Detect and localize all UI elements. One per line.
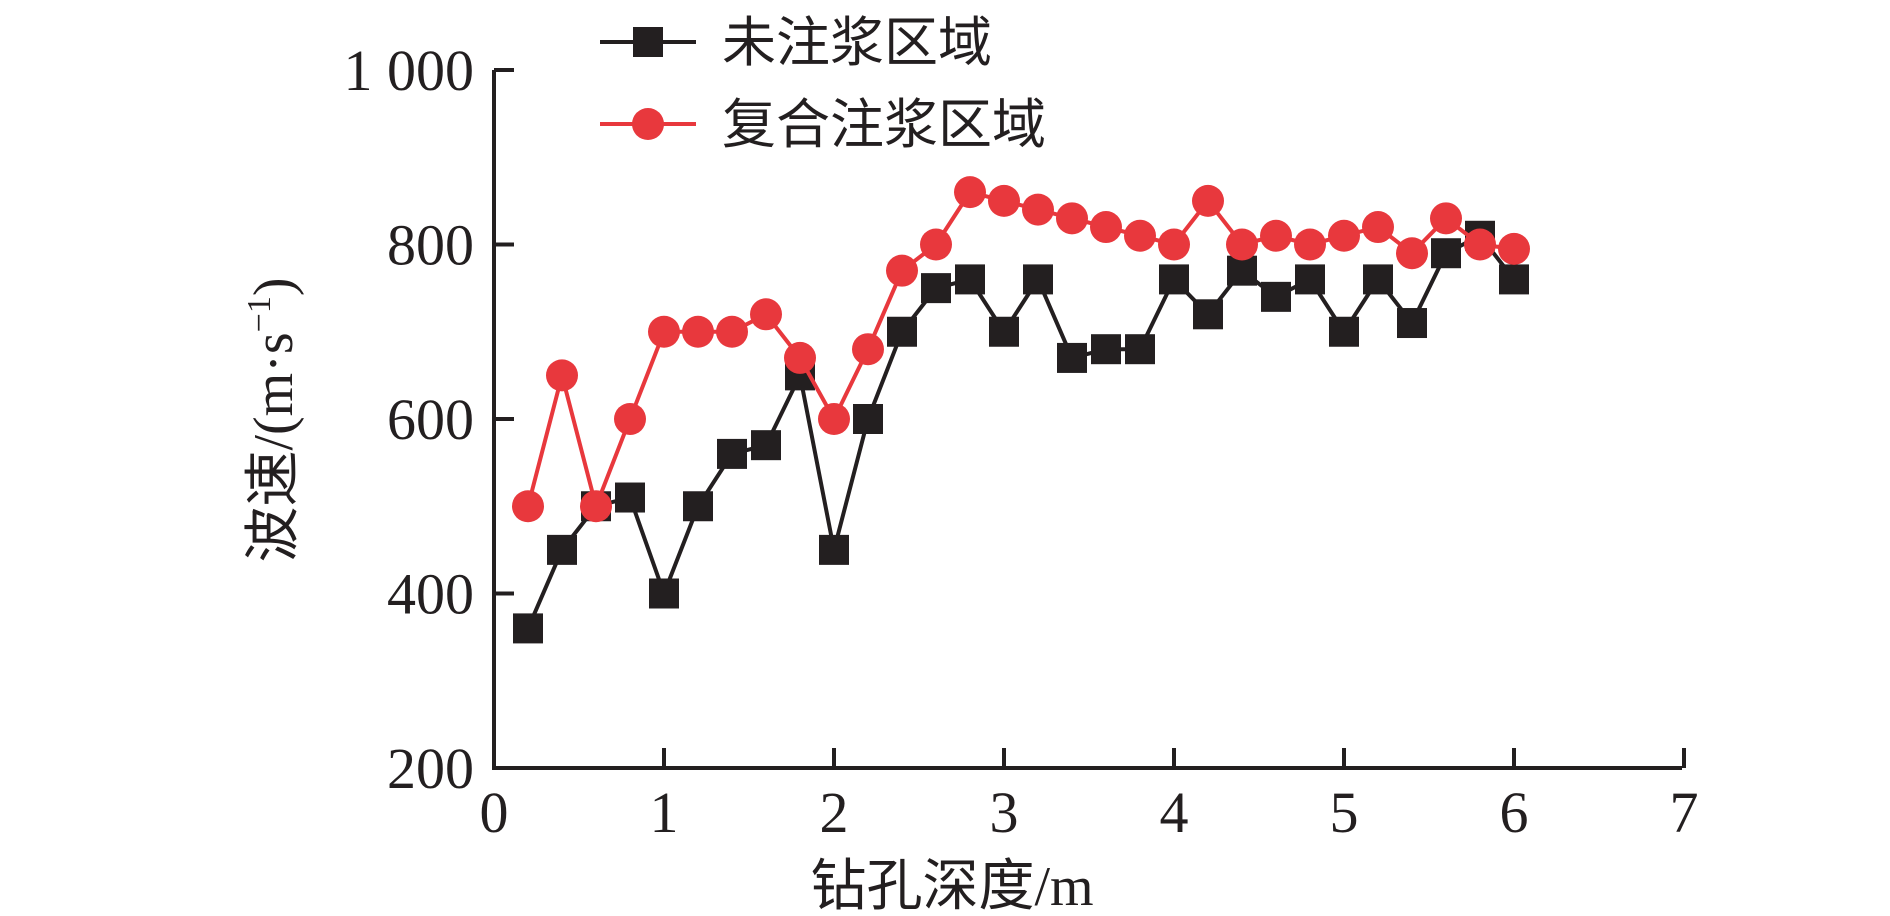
legend: 未注浆区域 复合注浆区域: [600, 13, 1046, 155]
data-point-circle: [1464, 228, 1496, 261]
y-axis-title-close: ): [243, 277, 305, 296]
series-0: [513, 220, 1529, 644]
data-point-circle: [954, 176, 986, 209]
series-layer: [512, 176, 1530, 644]
data-point-circle: [920, 228, 952, 261]
data-point-circle: [1090, 211, 1122, 244]
data-point-circle: [1192, 184, 1224, 217]
data-point-circle: [1260, 219, 1292, 252]
x-axis-title: 钻孔深度/m: [810, 856, 1093, 916]
y-tick-label: 600: [387, 387, 474, 452]
x-tick-label: 6: [1500, 780, 1529, 845]
data-point-square: [1125, 334, 1155, 365]
data-point-square: [1397, 308, 1427, 339]
data-point-square: [1023, 264, 1053, 295]
data-point-square: [1261, 281, 1291, 312]
x-tick-label: 3: [990, 780, 1019, 845]
data-point-circle: [1056, 202, 1088, 235]
data-point-square: [717, 438, 747, 469]
data-point-square: [955, 264, 985, 295]
data-point-square: [615, 482, 645, 513]
data-point-circle: [512, 490, 544, 523]
data-point-square: [989, 316, 1019, 347]
data-point-square: [649, 578, 679, 609]
data-point-circle: [682, 315, 714, 348]
data-point-circle: [1124, 219, 1156, 252]
y-axis-title-group: 波速/(m·s−1): [241, 277, 305, 562]
data-point-circle: [784, 341, 816, 374]
x-tick-label: 1: [650, 780, 679, 845]
x-tick-label: 2: [820, 780, 849, 845]
series-line-1: [526, 190, 1515, 509]
data-point-square: [887, 316, 917, 347]
data-point-circle: [988, 184, 1020, 217]
y-tick-label: 200: [387, 736, 474, 801]
data-point-circle: [580, 490, 612, 523]
data-point-square: [1431, 238, 1461, 269]
y-axis-title-main: 波速/(m·s: [243, 332, 305, 562]
x-tick-label: 0: [480, 780, 509, 845]
data-point-square: [513, 613, 543, 644]
data-point-square: [751, 430, 781, 461]
y-axis-title: 波速/(m·s−1): [241, 277, 305, 562]
data-point-square: [819, 534, 849, 565]
data-point-circle: [1498, 232, 1530, 265]
data-point-circle: [1328, 219, 1360, 252]
y-tick-label: 400: [387, 562, 474, 627]
x-tick-label: 4: [1160, 780, 1189, 845]
data-point-circle: [716, 315, 748, 348]
data-point-circle: [648, 315, 680, 348]
data-point-circle: [1396, 237, 1428, 270]
data-point-circle: [1022, 193, 1054, 226]
y-axis-title-sup: −1: [241, 296, 278, 332]
data-point-circle: [614, 403, 646, 435]
legend-item-series-0: 未注浆区域: [600, 13, 992, 73]
data-point-square: [1363, 264, 1393, 295]
data-point-circle: [818, 403, 850, 435]
series-line-0: [526, 233, 1516, 630]
legend-marker-square: [633, 27, 663, 57]
data-point-square: [547, 534, 577, 565]
legend-label-series-1: 复合注浆区域: [722, 95, 1046, 155]
data-point-square: [1329, 316, 1359, 347]
data-point-circle: [546, 359, 578, 392]
data-point-circle: [1226, 228, 1258, 261]
data-point-square: [1193, 299, 1223, 330]
y-tick-label: 800: [387, 213, 474, 278]
x-axis-ticks: 0 1 2 3 4 5 6 7: [480, 748, 1699, 845]
data-point-square: [1499, 264, 1529, 295]
data-point-circle: [1294, 228, 1326, 261]
series-1: [512, 176, 1530, 523]
data-point-circle: [1158, 228, 1190, 261]
y-axis-ticks: 200 400 600 800 1 000: [344, 38, 514, 801]
data-point-square: [683, 491, 713, 522]
x-tick-label: 7: [1670, 780, 1699, 845]
legend-marker-circle: [632, 108, 664, 140]
data-point-square: [1295, 264, 1325, 295]
data-point-square: [1227, 255, 1257, 286]
x-tick-label: 5: [1330, 780, 1359, 845]
data-point-square: [853, 404, 883, 434]
data-point-circle: [1362, 211, 1394, 244]
data-point-square: [1057, 342, 1087, 373]
y-tick-label: 1 000: [344, 38, 475, 103]
legend-item-series-1: 复合注浆区域: [600, 95, 1046, 155]
data-point-circle: [852, 333, 884, 366]
data-point-circle: [886, 254, 918, 287]
data-point-square: [1159, 264, 1189, 295]
data-point-square: [921, 273, 951, 304]
data-point-circle: [750, 298, 782, 331]
legend-label-series-0: 未注浆区域: [722, 13, 992, 73]
data-point-square: [1091, 334, 1121, 365]
data-point-circle: [1430, 202, 1462, 235]
